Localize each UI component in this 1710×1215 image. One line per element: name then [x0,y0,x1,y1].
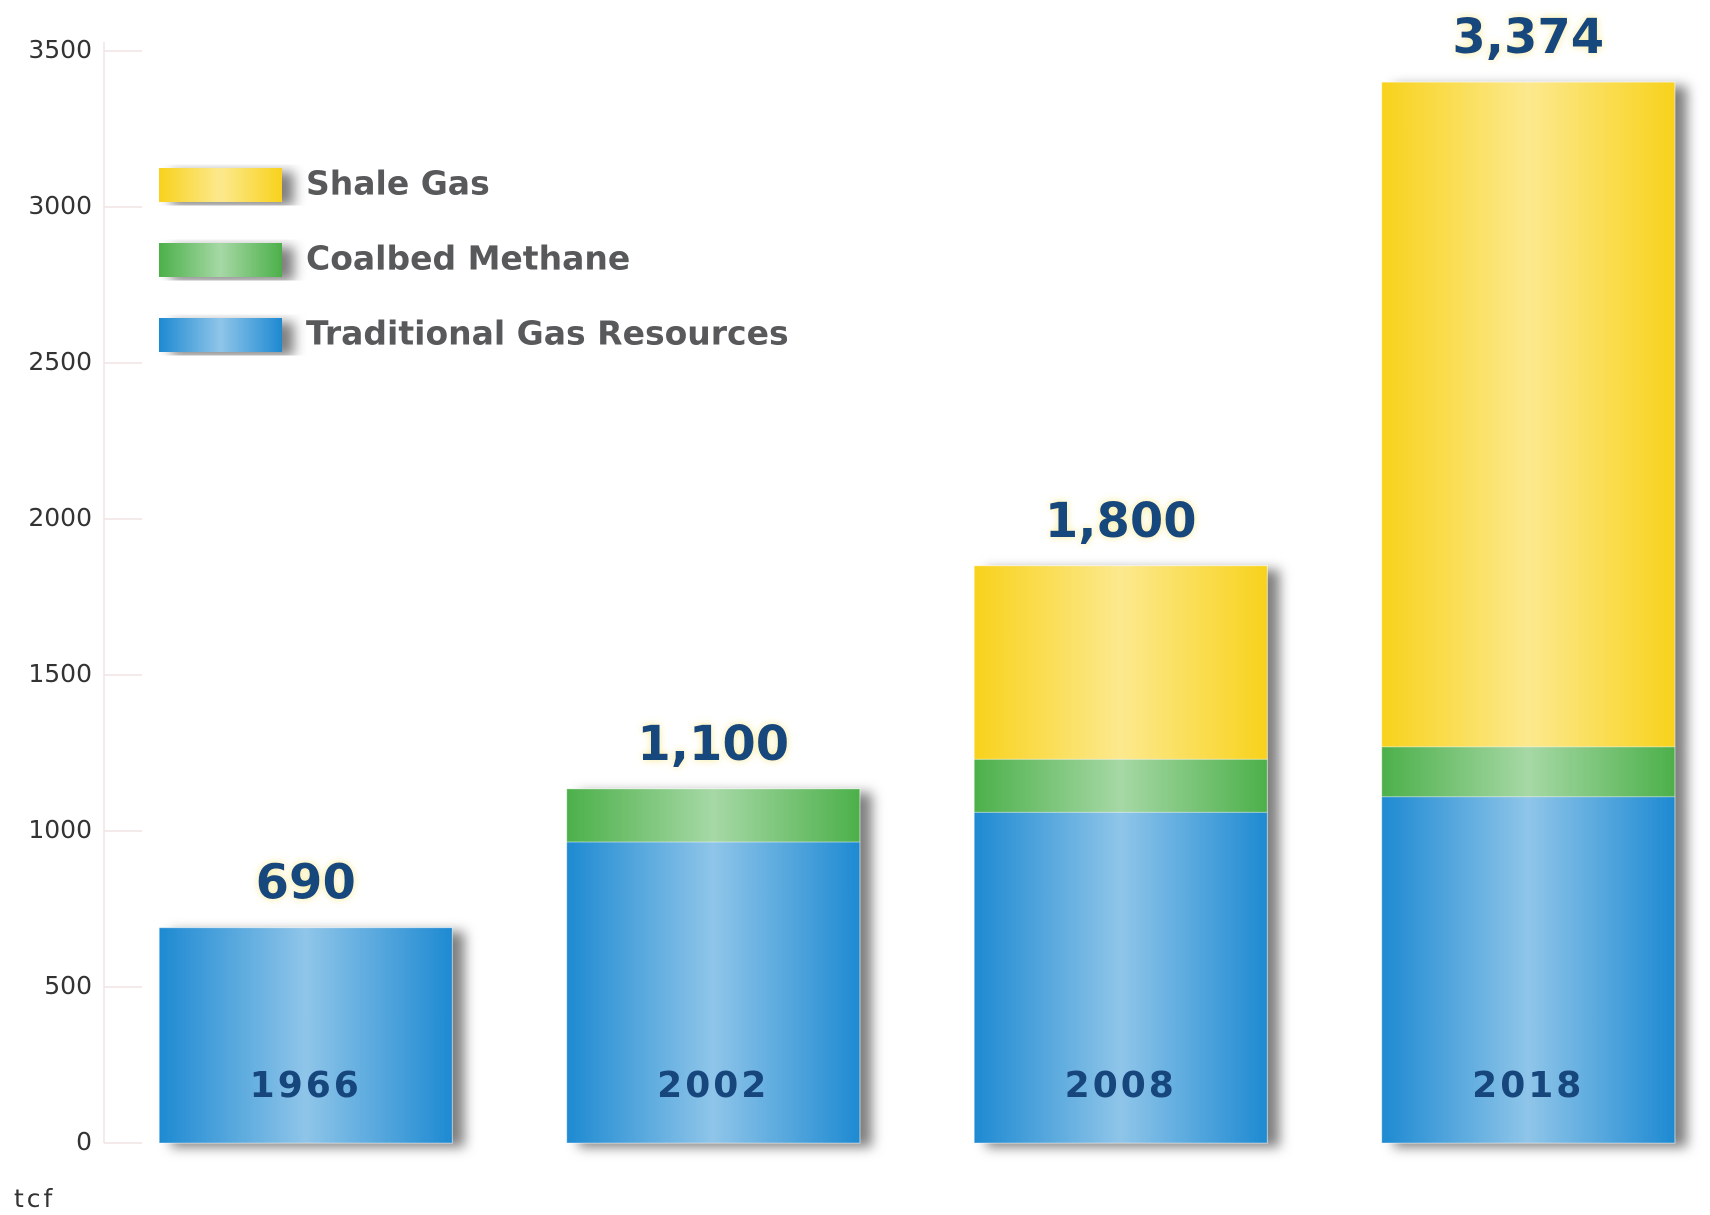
bar-segment [973,758,1268,813]
legend-swatch [159,168,282,202]
legend-label: Coalbed Methane [306,239,630,278]
category-label: 2008 [1065,1065,1177,1106]
legend-swatch [159,243,282,277]
total-label: 690 [256,855,356,911]
bar-segment [158,927,453,1144]
legend-swatch [159,318,282,352]
bar-segment [1381,81,1676,748]
y-tick-label: 0 [76,1127,92,1156]
legend-label: Traditional Gas Resources [306,314,789,353]
bar-stack [566,788,861,1144]
y-tick-label: 3500 [28,35,92,64]
y-tick-label: 2500 [28,347,92,376]
y-tick-label: 2000 [28,503,92,532]
bar-segment [973,565,1268,760]
y-tick-label: 500 [44,971,92,1000]
bar-stack [158,927,453,1144]
total-label: 1,100 [637,716,789,772]
bar-stack [973,565,1268,1144]
bar-segment [566,841,861,1144]
legend-label: Shale Gas [306,164,490,203]
y-tick-label: 3000 [28,191,92,220]
bar-segment [566,788,861,843]
y-axis-label: tcf [14,1184,55,1213]
y-tick-label: 1000 [28,815,92,844]
category-label: 2002 [657,1065,769,1106]
total-label: 3,374 [1452,9,1604,65]
category-label: 2018 [1472,1065,1584,1106]
bar-segment [973,811,1268,1144]
bar-segment [1381,746,1676,798]
bar-stack [1381,81,1676,1144]
total-label: 1,800 [1045,493,1197,549]
category-label: 1966 [250,1065,362,1106]
bar-segment [1381,796,1676,1144]
y-tick-label: 1500 [28,659,92,688]
